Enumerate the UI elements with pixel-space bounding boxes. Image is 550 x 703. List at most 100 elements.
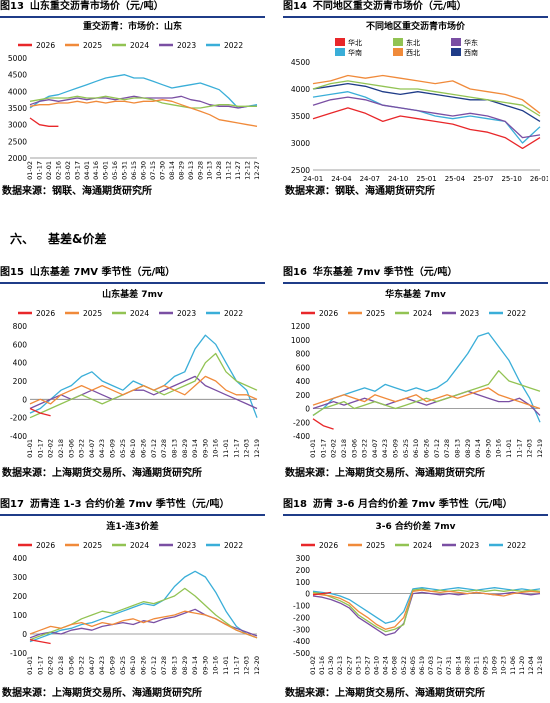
figure-caption: 山东基差 7MV 季节性（元/吨） xyxy=(29,267,176,278)
x-tick-label: 07-28 xyxy=(160,656,168,675)
x-tick-label: 03-22 xyxy=(361,439,369,458)
figure-panel-15: 图15 山东基差 7MV 季节性（元/吨） 山东基差 7mv 2026 2025 202… xyxy=(0,266,265,479)
x-tick-label: 25-04 xyxy=(445,175,466,183)
series-line-2026 xyxy=(29,639,51,645)
y-tick-label: 100 xyxy=(13,611,28,620)
x-tick-label: 05-22 xyxy=(400,656,408,675)
x-tick-label: 11-01 xyxy=(505,439,513,458)
x-tick-label: 06-26 xyxy=(140,439,148,458)
x-tick-label: 07-12 xyxy=(150,439,158,458)
x-tick-label: 09-28 xyxy=(196,161,204,180)
x-tick-label: 01-17 xyxy=(36,656,44,675)
x-tick-label: 24-01 xyxy=(303,175,323,183)
figure-panel-17: 图17 沥青连 1-3 合约价差 7mv 季节性（元/吨） 连1-连3价差 2026… xyxy=(0,498,265,703)
figure-number: 图14 xyxy=(283,1,307,12)
y-tick-label: 0 xyxy=(305,590,310,599)
legend-swatch xyxy=(335,48,345,56)
x-tick-label: 02-01 xyxy=(45,161,53,180)
x-tick-label: 11-20 xyxy=(518,656,526,675)
series-line-2026 xyxy=(29,117,59,127)
x-tick-label: 01-17 xyxy=(36,439,44,458)
x-tick-label: 24-10 xyxy=(388,175,408,183)
chart-title: 重交沥青：市场价：山东 xyxy=(83,20,182,32)
x-tick-label: 06-26 xyxy=(423,439,431,458)
chart-title: 不同地区重交沥青市场价 xyxy=(366,20,466,32)
y-tick-label: -500 xyxy=(293,649,310,658)
y-tick-label: 2500 xyxy=(8,137,27,146)
x-tick-label: 11-01 xyxy=(222,656,230,675)
legend-swatch xyxy=(451,38,461,46)
x-tick-label: 03-06 xyxy=(67,439,75,458)
chart-title: 华东基差 7mv xyxy=(385,288,446,300)
y-tick-label: 4500 xyxy=(8,71,27,80)
x-tick-label: 25-10 xyxy=(501,175,521,183)
figure-caption: 不同地区重交沥青市场价（元/吨） xyxy=(312,1,467,12)
x-tick-label: 03-06 xyxy=(350,439,358,458)
y-tick-label: 4500 xyxy=(291,58,310,67)
x-tick-label: 05-09 xyxy=(109,656,117,675)
x-tick-label: 11-17 xyxy=(515,439,523,458)
x-tick-label: 06-05 xyxy=(409,656,417,675)
x-tick-label: 06-26 xyxy=(140,656,148,675)
x-tick-label: 12-03 xyxy=(526,439,534,458)
legend-label: 2026 xyxy=(36,541,55,550)
x-tick-label: 02-27 xyxy=(345,656,353,675)
legend-label: 2022 xyxy=(224,41,243,50)
chart-spread-1-3: 连1-连3价差 2026 2025 2024 2023 2022 -100 0 100 200 30… xyxy=(10,520,261,675)
legend-label: 2022 xyxy=(224,309,243,318)
data-source: 数据来源：上海期货交易所、海通期货研究所 xyxy=(2,688,202,699)
x-tick-label: 09-13 xyxy=(187,161,195,180)
x-tick-label: 05-08 xyxy=(391,656,399,675)
figure-panel-16: 图16 华东基差 7mv 季节性（元/吨） 华东基差 7mv 2026 2025 202… xyxy=(283,266,548,479)
series-line-2025 xyxy=(29,99,258,127)
legend-label: 2023 xyxy=(177,541,196,550)
x-tick-label: 09-30 xyxy=(201,656,209,675)
figure-number: 图15 xyxy=(0,267,24,278)
x-tick-label: 12-04 xyxy=(527,656,535,675)
y-tick-label: -400 xyxy=(293,637,310,646)
series-line-2026 xyxy=(312,591,332,596)
x-tick-label: 10-13 xyxy=(206,161,214,180)
legend-label: 2025 xyxy=(83,41,102,50)
legend-label: 2026 xyxy=(36,309,55,318)
legend-label: 2023 xyxy=(177,41,196,50)
x-tick-label: 09-25 xyxy=(482,656,490,675)
x-tick-label: 25-01 xyxy=(416,175,436,183)
chart-shandong-basis: 山东基差 7mv 2026 2025 2024 2023 2022 -400 -200 0 200… xyxy=(10,288,261,458)
figure-header: 图18 沥青 3-6 月合约价差 7mv 季节性（元/吨） xyxy=(283,498,548,516)
x-tick-label: 10-16 xyxy=(495,439,503,458)
x-tick-label: 11-06 xyxy=(509,656,517,675)
x-tick-label: 01-01 xyxy=(26,439,34,458)
x-tick-label: 01-17 xyxy=(319,439,327,458)
x-tick-label: 12-18 xyxy=(536,656,544,675)
series-line-华东 xyxy=(312,96,541,139)
x-tick-label: 01-16 xyxy=(318,656,326,675)
y-tick-label: 2500 xyxy=(291,166,310,175)
y-tick-label: -300 xyxy=(293,625,310,634)
legend-label: 2024 xyxy=(130,309,149,318)
section-heading: 六、 基差&价差 xyxy=(10,230,106,247)
x-tick-label: 07-31 xyxy=(445,656,453,675)
y-tick-label: 2000 xyxy=(8,154,27,163)
x-tick-label: 12-19 xyxy=(536,439,544,458)
data-source: 数据来源：钢联、海通期货研究所 xyxy=(285,186,435,197)
figure-header: 图17 沥青连 1-3 合约价差 7mv 季节性（元/吨） xyxy=(0,498,265,516)
figure-number: 图17 xyxy=(0,499,24,510)
x-tick-label: 02-18 xyxy=(340,439,348,458)
x-tick-label: 24-07 xyxy=(360,175,380,183)
x-tick-label: 05-25 xyxy=(402,439,410,458)
data-source: 数据来源：上海期货交易所、海通期货研究所 xyxy=(285,688,485,699)
series-line-2024 xyxy=(29,587,258,641)
x-tick-label: 09-14 xyxy=(191,439,199,458)
x-tick-label: 06-10 xyxy=(129,439,137,458)
legend-label: 2024 xyxy=(413,541,432,550)
x-tick-label: 11-01 xyxy=(222,439,230,458)
y-tick-label: -200 xyxy=(10,414,27,423)
series-line-2022 xyxy=(29,74,258,109)
legend-swatch xyxy=(335,38,345,46)
figure-caption: 山东重交沥青市场价（元/吨） xyxy=(29,1,164,12)
x-tick-label: 08-29 xyxy=(181,656,189,675)
x-tick-label: 05-25 xyxy=(119,656,127,675)
legend-label: 2023 xyxy=(177,309,196,318)
section-index: 六、 xyxy=(10,232,35,246)
